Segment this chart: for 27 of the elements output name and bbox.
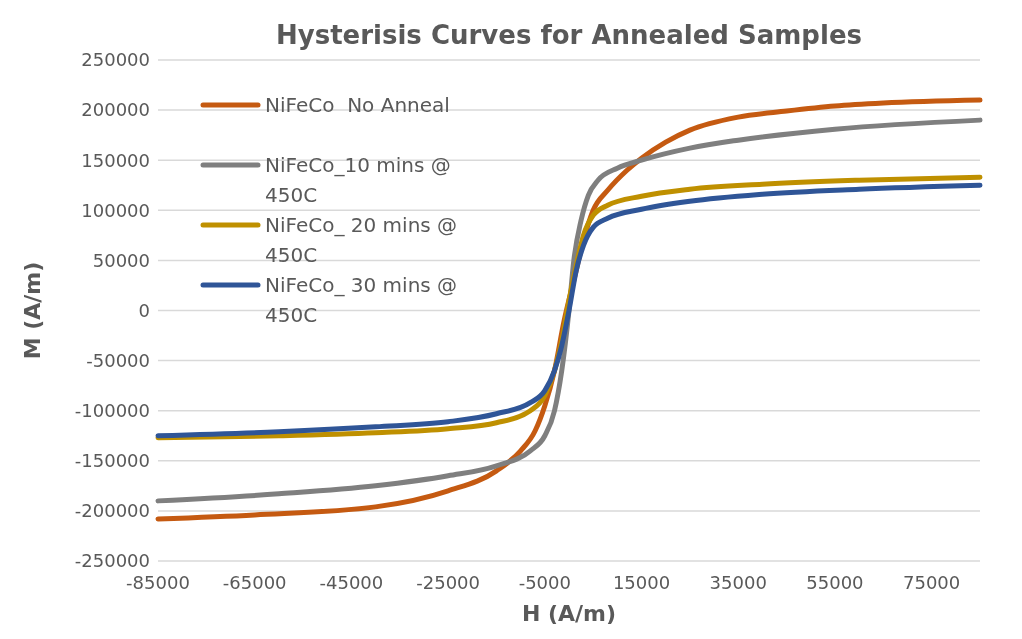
x-tick-label: -65000: [222, 572, 287, 593]
y-tick-label: 200000: [81, 99, 150, 121]
x-tick-label: -25000: [416, 572, 480, 593]
y-tick-label: -100000: [74, 400, 150, 421]
x-tick-label: 15000: [612, 572, 671, 593]
x-axis-title: H (A/m): [521, 601, 617, 626]
y-tick-label: 50000: [92, 249, 150, 271]
x-tick-label: 35000: [709, 572, 767, 593]
x-tick-label: 75000: [903, 572, 961, 593]
chart-title: Hysterisis Curves for Annealed Samples: [276, 20, 862, 50]
y-tick-label: -250000: [74, 550, 150, 572]
y-tick-label: 100000: [81, 199, 150, 221]
y-tick-label: 150000: [81, 149, 150, 171]
x-tick-label: 55000: [806, 572, 864, 593]
legend-label: NiFeCo_ 20 mins @ 450C: [265, 213, 458, 267]
legend-label: NiFeCo_ 30 mins @ 450C: [265, 273, 458, 327]
y-tick-label: -200000: [74, 500, 150, 522]
y-tick-label: 0: [138, 299, 150, 321]
y-axis-title: M (A/m): [20, 261, 45, 360]
y-tick-label: -50000: [86, 349, 150, 371]
y-tick-label: -150000: [74, 450, 150, 472]
legend-label: NiFeCo_10 mins @ 450C: [265, 153, 451, 207]
legend-label: NiFeCo No Anneal: [265, 93, 450, 117]
x-tick-label: -45000: [319, 572, 384, 593]
y-tick-label: 250000: [81, 49, 150, 71]
x-tick-label: -85000: [126, 572, 190, 593]
x-tick-label: -5000: [518, 572, 571, 593]
